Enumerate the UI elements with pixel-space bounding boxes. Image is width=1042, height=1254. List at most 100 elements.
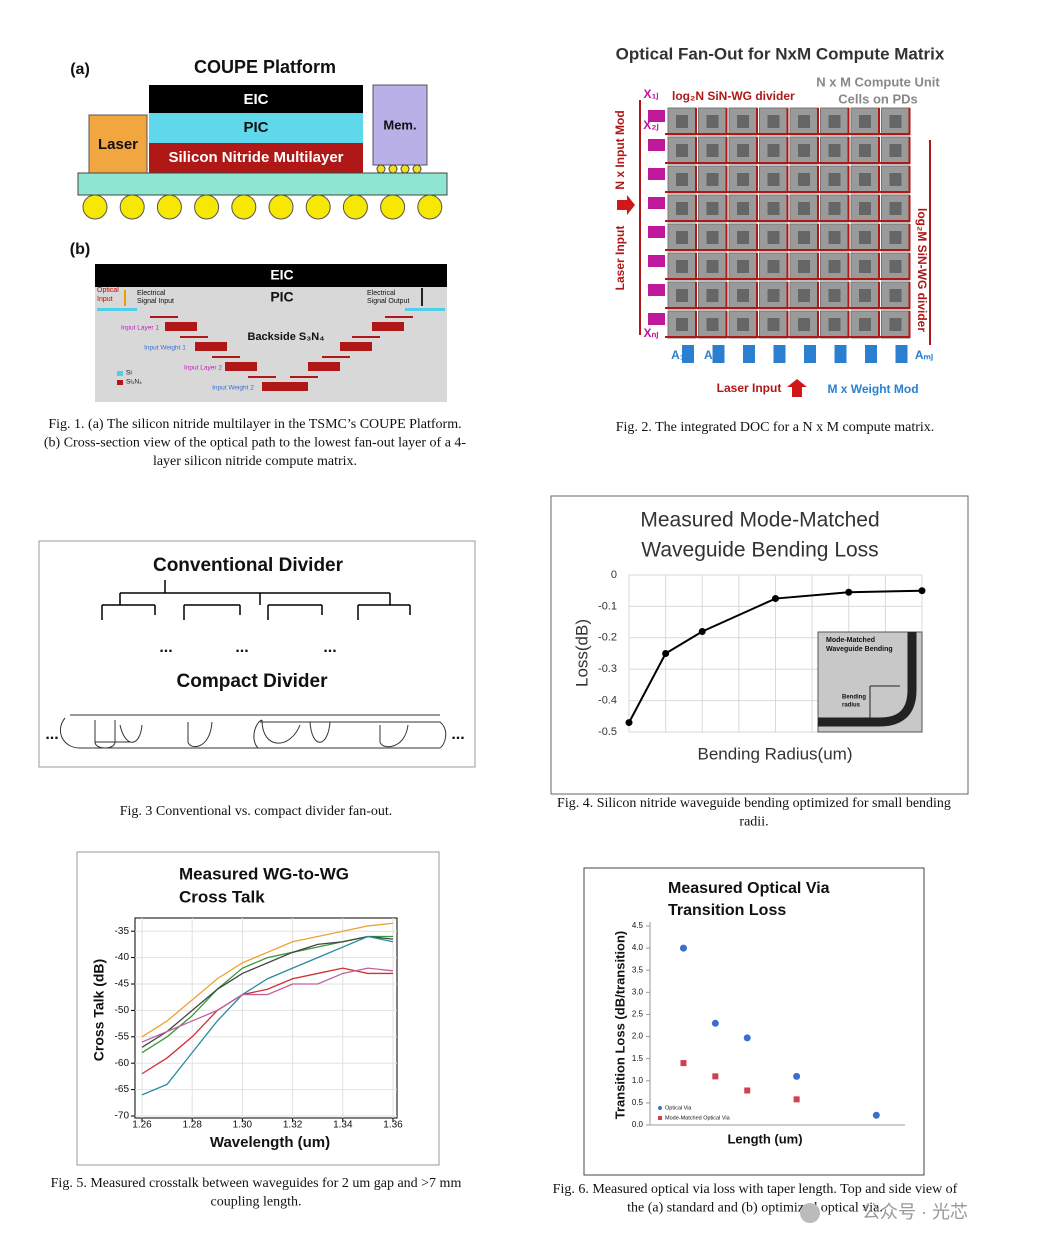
label: Xₙⱼ [644, 326, 659, 340]
mem-block [372, 84, 428, 166]
y-tick-label: -35 [115, 926, 130, 937]
thin-waveguide [150, 316, 178, 318]
caption: Fig. 1. (a) The silicon nitride multilay… [48, 417, 461, 432]
solder-ball [156, 194, 182, 220]
pd [737, 231, 749, 244]
caption: layer silicon nitride compute matrix. [153, 454, 357, 469]
pd [859, 231, 871, 244]
fig4-frame [550, 495, 969, 795]
pd [798, 173, 810, 186]
pd [737, 260, 749, 273]
pd [706, 260, 719, 273]
data-point [793, 1072, 801, 1080]
x-tick-label: 1.30 [233, 1120, 253, 1131]
pd [676, 115, 688, 128]
watermark-icon [800, 1203, 820, 1223]
label: radius [842, 703, 861, 709]
caption: Fig. 6. Measured optical via loss with t… [553, 1182, 958, 1197]
thin-waveguide [180, 336, 208, 338]
si-wg-right [405, 308, 445, 311]
data-point [793, 1096, 800, 1103]
label: ... [235, 639, 248, 656]
pd [798, 318, 810, 331]
thin-waveguide [290, 376, 318, 378]
sin-waveguide [340, 342, 372, 351]
label: A₁ⱼ [671, 348, 687, 362]
label: Input Layer 2 [184, 365, 222, 372]
weight-mod [804, 345, 816, 363]
data-point [662, 650, 670, 657]
caption: Fig. 3 Conventional vs. compact divider … [120, 804, 393, 819]
label: N x M Compute Unit [816, 74, 940, 89]
pd [828, 260, 841, 273]
eic-layer [149, 85, 363, 113]
data-point [711, 1019, 719, 1027]
solder-ball [305, 194, 331, 220]
label: Electrical [367, 290, 396, 297]
pd [737, 144, 749, 157]
sin-waveguide [262, 382, 308, 391]
pd [767, 289, 780, 302]
thin-waveguide [212, 356, 240, 358]
label: Laser Input [613, 226, 627, 291]
fig3-frame [38, 540, 476, 768]
data-point [772, 595, 779, 603]
pd [737, 115, 749, 128]
label: Aₘⱼ [915, 348, 933, 362]
data-point [744, 1087, 751, 1094]
label: Signal Output [367, 298, 409, 305]
thin-waveguide [385, 316, 413, 318]
caption: radii. [739, 815, 768, 830]
sin-layer [149, 143, 363, 173]
si-wg-left [97, 308, 137, 311]
caption: coupling length. [211, 1195, 302, 1210]
label: ... [451, 726, 464, 743]
pd [798, 115, 810, 128]
data-point [872, 1111, 880, 1119]
y-tick-label: 0.0 [632, 1120, 644, 1129]
weight-mod [712, 345, 725, 363]
y-tick-label: -45 [115, 979, 130, 990]
solder-ball [268, 194, 294, 220]
pd [859, 318, 871, 331]
solder-ball [417, 194, 443, 220]
weight-mod [773, 345, 786, 363]
pd [859, 202, 871, 215]
y-tick-label: 0.5 [632, 1098, 644, 1107]
pd [859, 260, 871, 273]
pd [798, 289, 810, 302]
label: A₂ⱼ [704, 348, 720, 362]
label: Waveguide Bending [826, 646, 893, 653]
x-tick-label: 1.34 [333, 1120, 353, 1131]
label: Bending [842, 695, 866, 701]
y-tick-label: -70 [115, 1111, 130, 1122]
label: log₂M SiN-WG divider [915, 208, 929, 332]
pd [889, 260, 902, 273]
data-point [679, 944, 687, 952]
label: Mem. [383, 117, 416, 132]
pd [798, 202, 810, 215]
pd [706, 115, 719, 128]
fig5-frame [76, 851, 440, 1166]
data-line [141, 935, 394, 1096]
pd [676, 289, 688, 302]
label: EIC [243, 91, 268, 108]
weight-mod [743, 345, 755, 363]
label: Signal Input [137, 298, 174, 305]
pd [828, 115, 841, 128]
pd [767, 173, 780, 186]
label: Laser [98, 136, 138, 153]
chart-title: Measured WG-to-WG [179, 864, 349, 883]
solder-ball [231, 194, 257, 220]
weight-mod [682, 345, 694, 363]
x-tick-label: 1.36 [383, 1120, 403, 1131]
pd [889, 231, 902, 244]
caption: Fig. 4. Silicon nitride waveguide bendin… [557, 796, 951, 811]
y-tick-label: 2.0 [632, 1032, 644, 1041]
inset-radius [869, 685, 900, 722]
pd [767, 260, 780, 273]
label: Conventional Divider [153, 555, 344, 576]
axis-label: Loss(dB) [572, 619, 591, 687]
sin-waveguide [308, 362, 340, 371]
pd [706, 318, 719, 331]
